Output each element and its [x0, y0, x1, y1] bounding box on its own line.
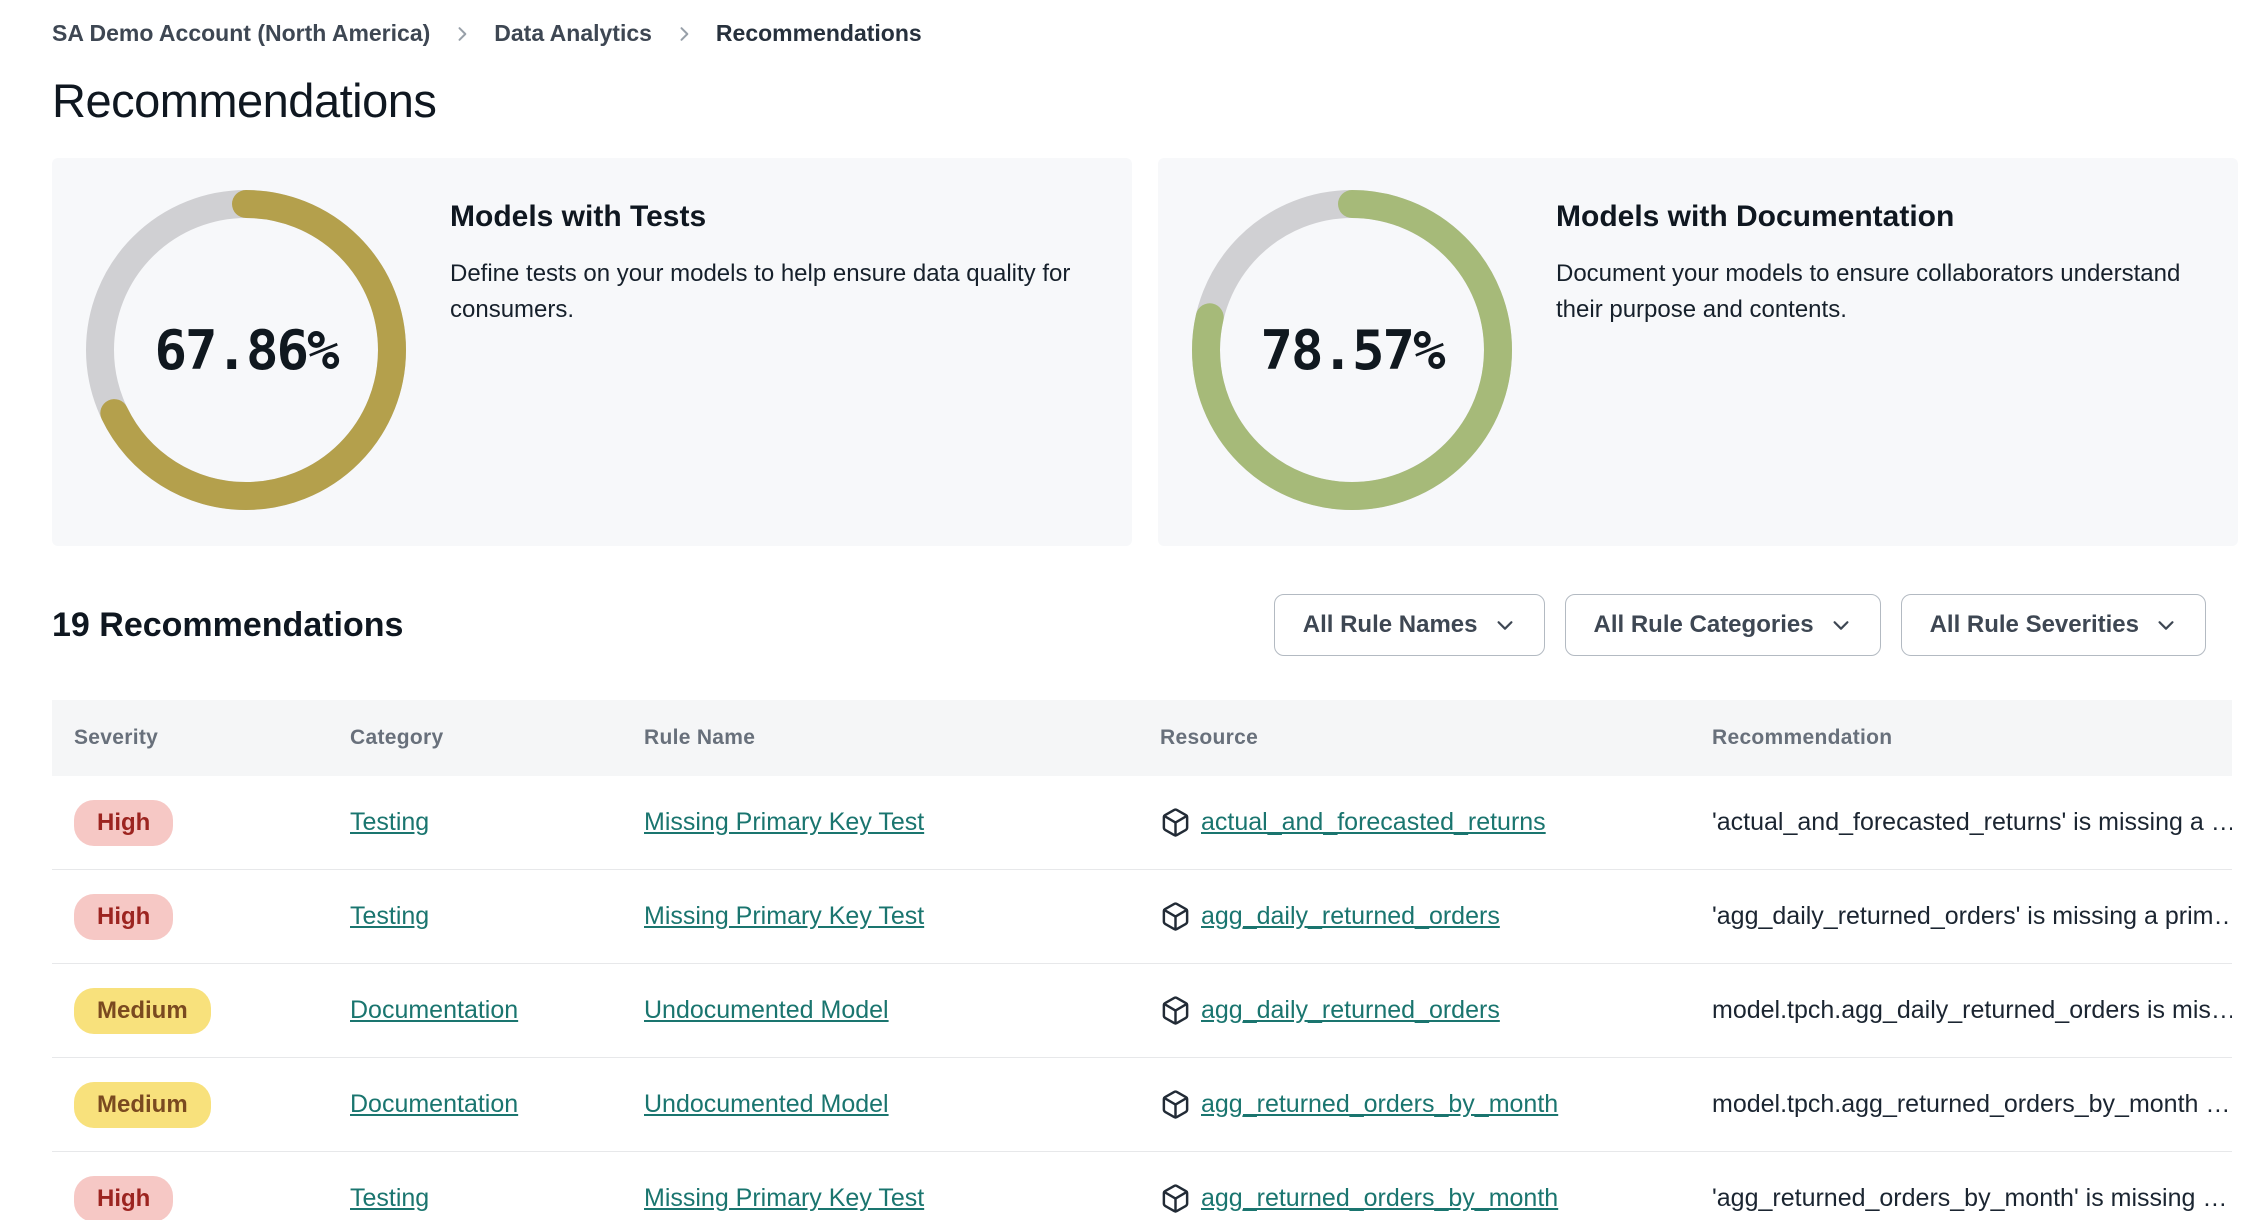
donut-arc [1192, 190, 1512, 510]
models-with-tests-card: 67.86% Models with Tests Define tests on… [52, 158, 1132, 546]
severity-badge: High [74, 893, 174, 940]
model-cube-icon [1160, 995, 1191, 1026]
breadcrumb-current: Recommendations [715, 20, 922, 46]
rule-name-link[interactable]: Undocumented Model [644, 1090, 889, 1118]
severity-badge: Medium [74, 1081, 211, 1128]
resource-link[interactable]: agg_daily_returned_orders [1201, 996, 1500, 1024]
metric-cards: 67.86% Models with Tests Define tests on… [52, 158, 2238, 546]
chevron-down-icon [1830, 614, 1852, 636]
rule-name-cell: Missing Primary Key Test [644, 1184, 1160, 1213]
breadcrumb-project[interactable]: Data Analytics [494, 20, 652, 46]
filter-bar: All Rule Names All Rule Categories All R… [1273, 594, 2206, 656]
category-cell: Testing [350, 808, 644, 837]
column-header-severity: Severity [74, 726, 159, 749]
chevron-down-icon [1494, 614, 1516, 636]
category-cell: Documentation [350, 996, 644, 1025]
category-link[interactable]: Documentation [350, 996, 519, 1024]
tests-donut-chart: 67.86% [86, 190, 406, 510]
filter-label: All Rule Categories [1593, 611, 1814, 638]
severity-cell: High [74, 799, 350, 846]
card-title: Models with Documentation [1556, 200, 1955, 233]
table-row: Medium Documentation Undocumented Model … [52, 1058, 2232, 1152]
filter-label: All Rule Severities [1929, 611, 2139, 638]
model-cube-icon [1160, 1183, 1191, 1214]
resource-link[interactable]: agg_returned_orders_by_month [1201, 1184, 1559, 1212]
recommendation-cell: model.tpch.agg_returned_orders_by_month … [1712, 1090, 2231, 1118]
rule-name-cell: Undocumented Model [644, 1090, 1160, 1119]
resource-cell: agg_returned_orders_by_month [1160, 1183, 1712, 1214]
category-link[interactable]: Testing [350, 902, 430, 930]
rule-name-cell: Missing Primary Key Test [644, 902, 1160, 931]
rule-name-cell: Undocumented Model [644, 996, 1160, 1025]
table-body: High Testing Missing Primary Key Test ac… [52, 776, 2232, 1220]
severity-badge: High [74, 799, 174, 846]
documentation-percent-value: 78.57% [1260, 318, 1445, 382]
rule-severities-filter-dropdown[interactable]: All Rule Severities [1900, 594, 2206, 656]
table-row: High Testing Missing Primary Key Test ag… [52, 870, 2232, 964]
category-link[interactable]: Documentation [350, 1090, 519, 1118]
rule-name-cell: Missing Primary Key Test [644, 808, 1160, 837]
breadcrumb: SA Demo Account (North America) Data Ana… [52, 20, 2238, 47]
column-header-rule-name: Rule Name [644, 726, 756, 749]
breadcrumb-account[interactable]: SA Demo Account (North America) [52, 20, 431, 46]
page-title: Recommendations [52, 74, 437, 127]
chevron-down-icon [2155, 614, 2177, 636]
category-link[interactable]: Testing [350, 808, 430, 836]
chevron-right-icon [674, 24, 694, 44]
tests-percent-value: 67.86% [154, 318, 339, 382]
table-row: High Testing Missing Primary Key Test ac… [52, 776, 2232, 870]
rule-name-link[interactable]: Missing Primary Key Test [644, 902, 925, 930]
rule-name-link[interactable]: Undocumented Model [644, 996, 889, 1024]
documentation-donut-chart: 78.57% [1192, 190, 1512, 510]
model-cube-icon [1160, 807, 1191, 838]
severity-cell: Medium [74, 987, 350, 1034]
severity-cell: High [74, 1175, 350, 1220]
severity-badge: Medium [74, 987, 211, 1034]
resource-cell: agg_returned_orders_by_month [1160, 1089, 1712, 1120]
donut-arc [86, 190, 406, 510]
severity-cell: Medium [74, 1081, 350, 1128]
table-row: High Testing Missing Primary Key Test ag… [52, 1152, 2232, 1220]
table-header-row: Severity Category Rule Name Resource Rec… [52, 700, 2232, 776]
resource-cell: agg_daily_returned_orders [1160, 995, 1712, 1026]
models-with-documentation-card: 78.57% Models with Documentation Documen… [1158, 158, 2238, 546]
card-description: Document your models to ensure collabora… [1556, 260, 2181, 323]
chevron-right-icon [452, 24, 472, 44]
model-cube-icon [1160, 901, 1191, 932]
column-header-resource: Resource [1160, 726, 1259, 749]
rule-categories-filter-dropdown[interactable]: All Rule Categories [1564, 594, 1881, 656]
card-title: Models with Tests [450, 200, 707, 233]
recommendation-cell: 'actual_and_forecasted_returns' is missi… [1712, 808, 2232, 836]
resource-link[interactable]: agg_daily_returned_orders [1201, 902, 1500, 930]
resource-cell: actual_and_forecasted_returns [1160, 807, 1712, 838]
rule-name-link[interactable]: Missing Primary Key Test [644, 808, 925, 836]
model-cube-icon [1160, 1089, 1191, 1120]
recommendation-cell: model.tpch.agg_daily_returned_orders is … [1712, 996, 2232, 1024]
rule-names-filter-dropdown[interactable]: All Rule Names [1273, 594, 1545, 656]
card-description: Define tests on your models to help ensu… [450, 260, 1071, 323]
recommendation-cell: 'agg_daily_returned_orders' is missing a… [1712, 902, 2232, 930]
list-header: 19 Recommendations All Rule Names All Ru… [52, 594, 2238, 656]
recommendation-cell: 'agg_returned_orders_by_month' is missin… [1712, 1184, 2228, 1212]
column-header-category: Category [350, 726, 444, 749]
severity-cell: High [74, 893, 350, 940]
category-cell: Testing [350, 902, 644, 931]
resource-link[interactable]: actual_and_forecasted_returns [1201, 808, 1546, 836]
category-link[interactable]: Testing [350, 1184, 430, 1212]
category-cell: Testing [350, 1184, 644, 1213]
severity-badge: High [74, 1175, 174, 1220]
recommendations-count-title: 19 Recommendations [52, 605, 404, 644]
table-row: Medium Documentation Undocumented Model … [52, 964, 2232, 1058]
column-header-recommendation: Recommendation [1712, 726, 1893, 749]
rule-name-link[interactable]: Missing Primary Key Test [644, 1184, 925, 1212]
category-cell: Documentation [350, 1090, 644, 1119]
resource-cell: agg_daily_returned_orders [1160, 901, 1712, 932]
recommendations-table: Severity Category Rule Name Resource Rec… [52, 700, 2232, 1220]
filter-label: All Rule Names [1302, 611, 1478, 638]
resource-link[interactable]: agg_returned_orders_by_month [1201, 1090, 1559, 1118]
